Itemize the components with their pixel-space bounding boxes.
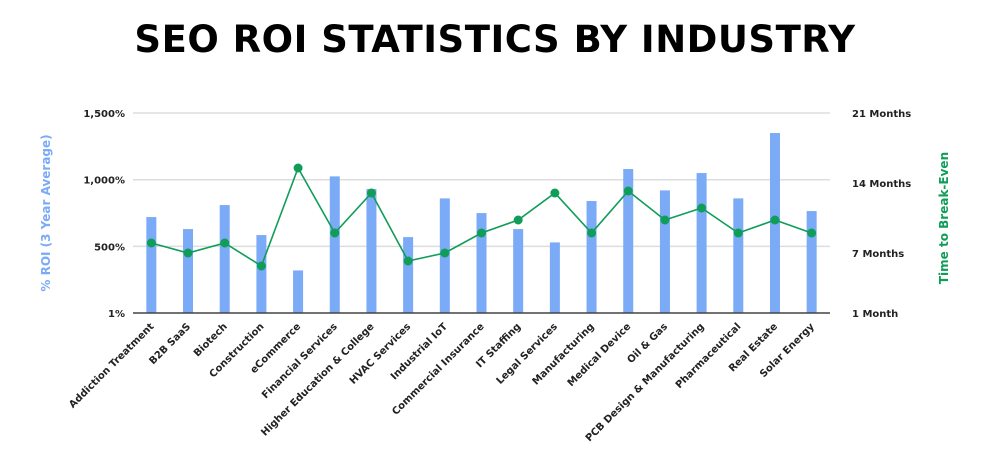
break-even-point — [440, 248, 450, 258]
break-even-point — [807, 228, 817, 238]
break-even-point — [550, 188, 560, 198]
bar — [256, 235, 267, 313]
bar — [623, 169, 634, 313]
x-tick-label: Biotech — [192, 321, 230, 359]
y-tick-label: 1% — [108, 309, 125, 320]
bar — [549, 242, 560, 313]
break-even-point — [733, 228, 743, 238]
break-even-point — [220, 238, 230, 248]
y-tick-label: 1,000% — [83, 176, 125, 187]
break-even-point — [623, 186, 633, 196]
x-tick-label: Manufacturing — [531, 321, 597, 387]
break-even-point — [256, 261, 266, 271]
y-tick-label: 500% — [94, 242, 125, 253]
break-even-point — [146, 238, 156, 248]
y2-tick-label: 7 Months — [852, 249, 904, 260]
break-even-point — [183, 248, 193, 258]
x-tick-label: Pharmaceutical — [674, 321, 744, 391]
break-even-point — [770, 215, 780, 225]
break-even-point — [477, 228, 486, 238]
bar — [696, 173, 707, 313]
y2-tick-label: 1 Month — [852, 309, 898, 320]
y-tick-label: 1,500% — [83, 109, 125, 120]
break-even-point — [660, 215, 670, 225]
break-even-point — [403, 256, 413, 266]
bar — [219, 205, 230, 313]
break-even-point — [293, 163, 303, 173]
bar — [586, 201, 597, 313]
y2-tick-label: 21 Months — [852, 109, 911, 120]
x-tick-label: Addiction Treatment — [67, 321, 156, 410]
break-even-point — [587, 228, 597, 238]
y2-tick-label: 14 Months — [852, 179, 911, 190]
bar — [366, 189, 377, 313]
break-even-point — [697, 203, 707, 213]
bar — [183, 229, 194, 313]
chart-title: SEO ROI STATISTICS BY INDUSTRY — [134, 18, 856, 61]
break-even-point — [513, 215, 523, 225]
bar — [806, 211, 817, 313]
x-tick-label: Medical Device — [566, 321, 634, 389]
bar — [513, 229, 524, 313]
bar — [403, 237, 414, 313]
y-axis-label: % ROI (3 Year Average) — [39, 134, 53, 291]
bar — [733, 198, 744, 313]
bar — [146, 217, 157, 313]
y2-axis-label: Time to Break-Even — [937, 152, 951, 284]
bar — [659, 190, 670, 313]
break-even-point — [366, 188, 376, 198]
bar — [476, 213, 487, 313]
break-even-point — [330, 228, 340, 238]
bar — [329, 176, 340, 313]
bar — [293, 270, 304, 313]
